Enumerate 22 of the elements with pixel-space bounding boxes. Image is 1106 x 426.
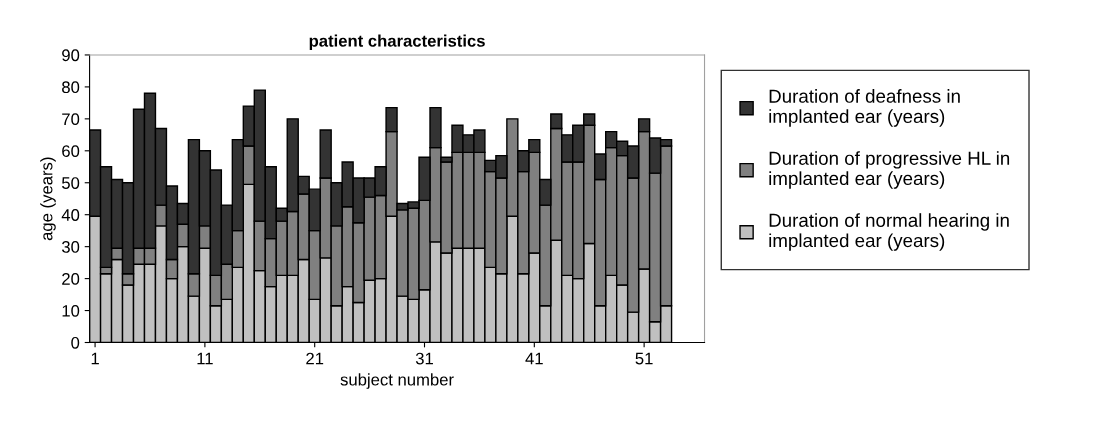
y-axis-title: age (years): [40, 157, 56, 241]
legend-label: Duration of progressive HL in implanted ear (years): [769, 151, 1010, 189]
y-tick-label: 30: [61, 241, 80, 253]
y-tick-label: 60: [62, 145, 80, 158]
x-tick-label: 21: [306, 352, 324, 365]
x-axis-title: subject number: [340, 373, 454, 389]
y-tick-label: 50: [61, 177, 80, 189]
y-tick-label: 0: [71, 336, 80, 349]
y-tick-label: 10: [62, 304, 80, 317]
x-tick-label: 41: [525, 352, 543, 365]
y-tick-label: 70: [62, 113, 80, 126]
y-tick-label: 40: [61, 209, 80, 221]
x-tick-label: 11: [197, 352, 213, 365]
x-tick-label: 31: [415, 352, 433, 365]
legend-label: Duration of normal hearing in implanted ear (years): [769, 213, 1009, 251]
y-tick-label: 90: [62, 49, 80, 62]
legend-label: Duration of deafness in implanted ear (years): [769, 89, 960, 127]
x-tick-label: 51: [635, 352, 653, 365]
chart-title: patient characteristics: [309, 34, 485, 51]
x-tick-label: 1: [91, 352, 99, 365]
y-tick-label: 80: [62, 81, 80, 94]
y-tick-label: 20: [62, 273, 80, 285]
